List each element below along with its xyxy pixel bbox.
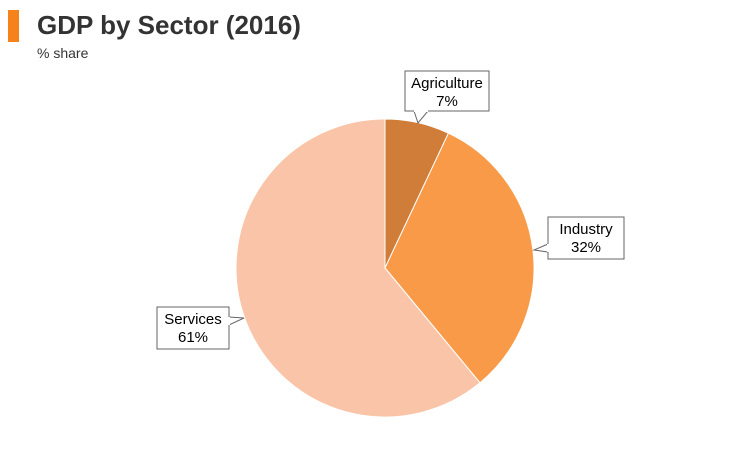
title-accent-bar	[8, 10, 19, 42]
chart-subtitle: % share	[37, 45, 89, 61]
slice-label-value: 32%	[571, 239, 601, 256]
pie-slices	[235, 118, 535, 418]
slice-label-name: Services	[164, 311, 222, 328]
slice-label-name: Agriculture	[411, 75, 483, 92]
slice-label-pointer	[228, 316, 245, 326]
chart-title: GDP by Sector (2016)	[37, 10, 301, 40]
pie-slice-industry	[384, 132, 535, 384]
slice-label-box	[547, 216, 625, 260]
slice-label-name: Industry	[559, 221, 613, 238]
slice-label-value: 61%	[178, 329, 208, 346]
slice-label-box	[404, 70, 490, 112]
slice-label-pointer	[532, 243, 549, 253]
slice-label-value: 7%	[436, 93, 458, 110]
pie-slice-services	[235, 118, 481, 418]
slice-label-pointer	[413, 110, 430, 125]
slice-label-box	[156, 306, 230, 350]
